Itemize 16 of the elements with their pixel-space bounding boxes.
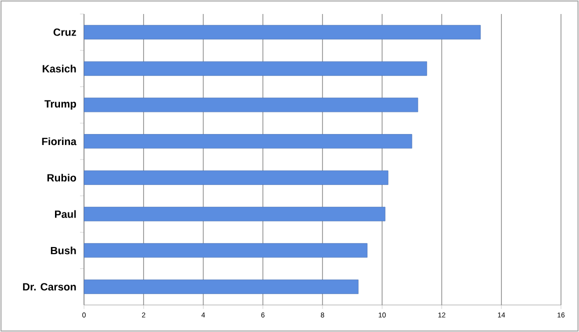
y-tick-label: Fiorina xyxy=(42,137,77,146)
bar xyxy=(84,98,418,112)
y-tick-label: Trump xyxy=(44,100,76,110)
bar xyxy=(84,280,358,294)
y-tick-label: Kasich xyxy=(42,64,76,72)
bar xyxy=(84,24,481,40)
y-tick-label: Paul xyxy=(55,210,76,218)
bar xyxy=(84,61,428,76)
y-tick-label: Cruz xyxy=(54,28,76,36)
bar xyxy=(84,206,386,222)
y-tick-label: Rubio xyxy=(47,174,76,182)
y-tick-label: Dr. Carson xyxy=(23,283,76,291)
y-tick-label: Bush xyxy=(50,246,76,254)
bar xyxy=(84,170,388,185)
bar xyxy=(84,243,368,258)
bar xyxy=(84,134,412,149)
